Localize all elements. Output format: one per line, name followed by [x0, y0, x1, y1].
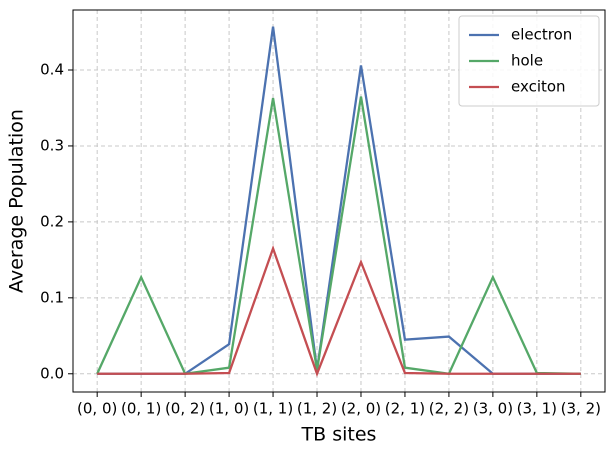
legend-label: electron — [511, 26, 572, 44]
x-tick-label: (2, 2) — [429, 400, 469, 418]
x-tick-label: (1, 1) — [253, 400, 293, 418]
x-tick-label: (2, 1) — [385, 400, 425, 418]
legend-label: hole — [511, 52, 543, 70]
x-tick-label: (1, 0) — [209, 400, 249, 418]
legend-label: exciton — [511, 78, 566, 96]
series-line — [97, 245, 581, 378]
x-tick-label: (0, 0) — [77, 400, 117, 418]
x-tick-label: (0, 2) — [165, 400, 205, 418]
x-tick-label: (3, 0) — [473, 400, 513, 418]
y-tick-label: 0.4 — [40, 60, 64, 78]
legend-box — [458, 15, 600, 107]
y-tick-label: 0.1 — [40, 288, 64, 306]
plot-frame — [72, 9, 606, 393]
y-tick-label: 0.3 — [40, 136, 64, 154]
x-axis-label: TB sites — [301, 424, 377, 446]
x-tick-label: (3, 2) — [561, 400, 601, 418]
y-tick-label: 0.0 — [40, 364, 64, 382]
x-tick-label: (1, 2) — [297, 400, 337, 418]
x-tick-label: (0, 1) — [121, 400, 161, 418]
x-tick-label: (2, 0) — [341, 400, 381, 418]
y-axis-label: Average Population — [6, 109, 28, 293]
x-tick-label: (3, 1) — [517, 400, 557, 418]
y-tick-label: 0.2 — [40, 212, 64, 230]
series-line — [96, 96, 581, 376]
